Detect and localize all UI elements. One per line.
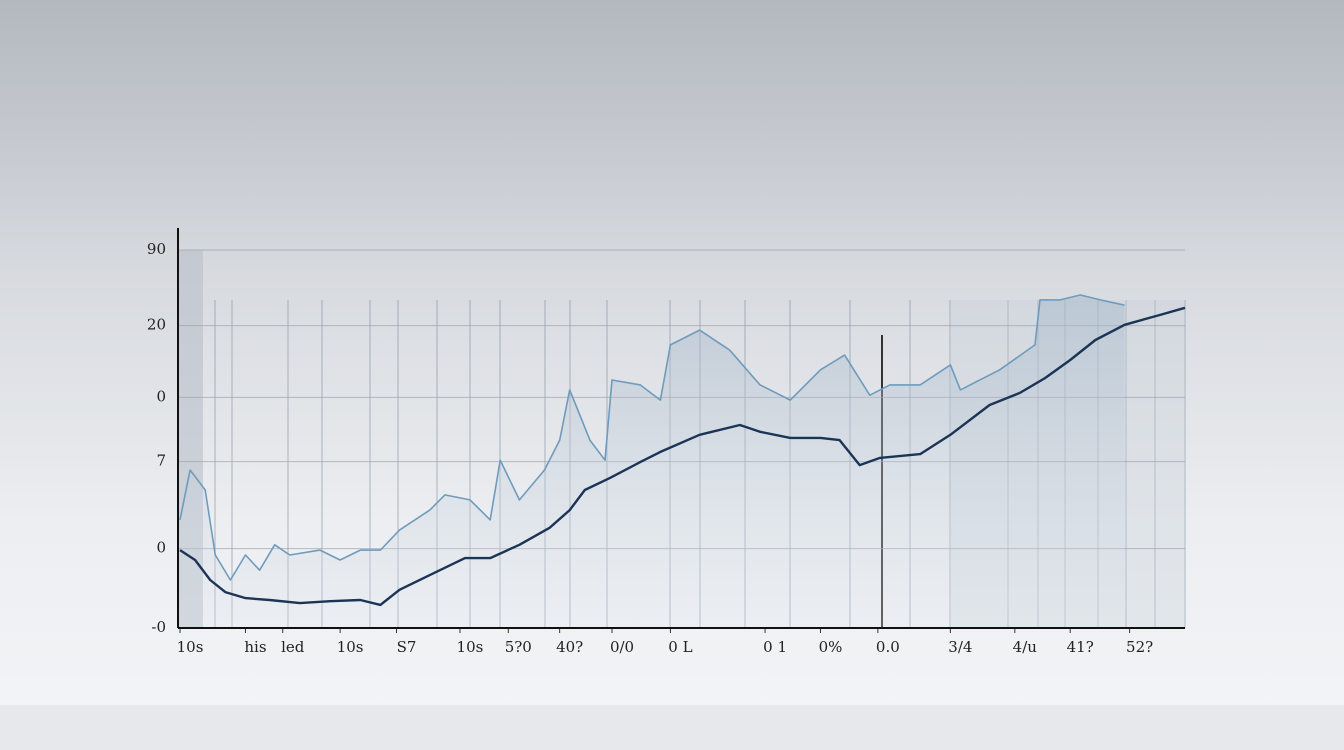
y-tick-label: 20	[147, 316, 166, 334]
x-tick-label: 0.0	[876, 638, 900, 656]
x-tick-label: 41?	[1067, 638, 1094, 656]
x-tick-label: 10s	[457, 638, 484, 656]
y-tick-label: 0	[156, 387, 166, 405]
x-tick-label: 10s	[337, 638, 364, 656]
line	[179, 294, 1125, 581]
y-tick-label: 90	[147, 240, 166, 258]
x-tick-label: led	[281, 638, 305, 656]
floor	[0, 705, 1344, 750]
x-tick-label: 4/u	[1013, 638, 1038, 656]
x-tick-label: 5?0	[505, 638, 532, 656]
line	[179, 306, 1186, 607]
x-tick-label: 10s	[177, 638, 204, 656]
area	[180, 295, 1125, 628]
x-tick-label: 3/4	[948, 638, 972, 656]
x-tick-label: 0 1	[763, 638, 787, 656]
x-tick-label: S7	[397, 638, 417, 656]
x-tick-label: 40?	[556, 638, 583, 656]
y-tick-label: 7	[156, 452, 166, 470]
x-tick-label: 0 L	[668, 638, 692, 656]
y-tick-label: 0	[156, 539, 166, 557]
x-tick-label: 0/0	[610, 638, 634, 656]
x-tick-label: 52?	[1126, 638, 1153, 656]
x-tick-label: 0%	[819, 638, 843, 656]
y-tick-label: -0	[151, 618, 166, 636]
x-tick-label: his	[244, 638, 266, 656]
